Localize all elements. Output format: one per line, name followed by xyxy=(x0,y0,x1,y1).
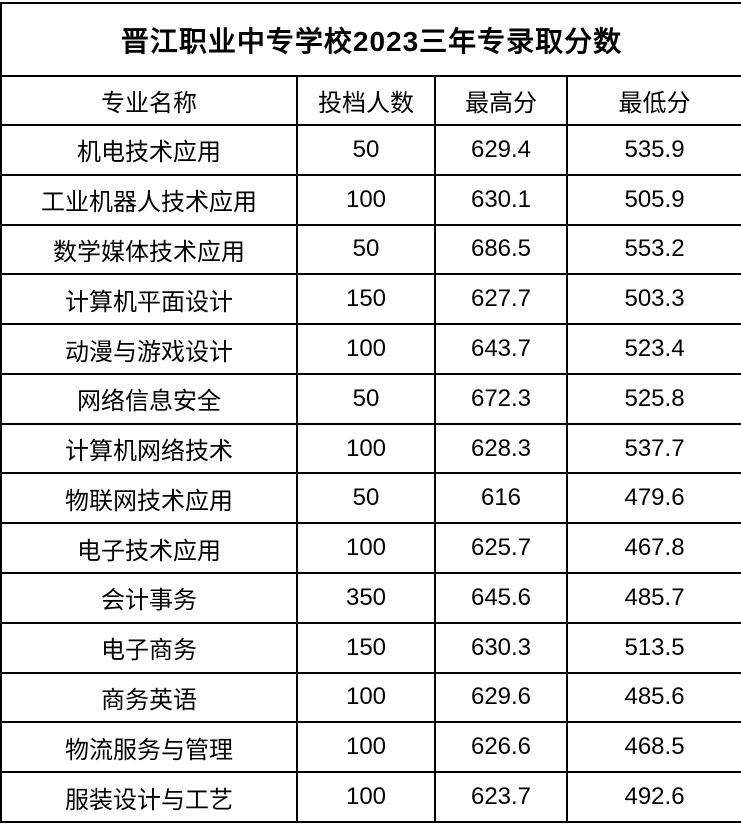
major-name-cell: 会计事务 xyxy=(0,572,298,624)
max-score-cell: 627.7 xyxy=(434,273,568,326)
table-row: 动漫与游戏设计 100 643.7 523.4 xyxy=(0,323,741,375)
table-row: 工业机器人技术应用 100 630.1 505.9 xyxy=(0,173,741,226)
header-row: 专业名称 投档人数 最高分 最低分 xyxy=(0,75,741,126)
major-name-cell: 服装设计与工艺 xyxy=(0,771,298,823)
major-name-cell: 计算机平面设计 xyxy=(0,273,298,326)
table-row: 电子技术应用 100 625.7 467.8 xyxy=(0,522,741,575)
max-score-cell: 626.6 xyxy=(434,721,568,774)
min-score-cell: 537.7 xyxy=(565,422,741,475)
min-score-cell: 468.5 xyxy=(565,721,741,774)
applicants-cell: 350 xyxy=(296,572,436,624)
title-row: 晋江职业中专学校2023三年专录取分数 xyxy=(0,2,741,77)
table-row: 计算机网络技术 100 628.3 537.7 xyxy=(0,422,741,475)
max-score-cell: 628.3 xyxy=(434,422,568,475)
min-score-cell: 525.8 xyxy=(565,372,741,425)
table-row: 商务英语 100 629.6 485.6 xyxy=(0,671,741,724)
max-score-cell: 686.5 xyxy=(434,223,568,276)
applicants-cell: 150 xyxy=(296,621,436,674)
min-score-cell: 485.6 xyxy=(565,671,741,724)
applicants-cell: 50 xyxy=(296,223,436,276)
major-name-cell: 电子技术应用 xyxy=(0,522,298,575)
major-name-cell: 机电技术应用 xyxy=(0,124,298,176)
table-row: 数学媒体技术应用 50 686.5 553.2 xyxy=(0,223,741,276)
max-score-cell: 630.3 xyxy=(434,621,568,674)
table-row: 物联网技术应用 50 616 479.6 xyxy=(0,472,741,525)
min-score-cell: 485.7 xyxy=(565,572,741,624)
table-row: 电子商务 150 630.3 513.5 xyxy=(0,621,741,674)
column-header-applicants: 投档人数 xyxy=(296,75,436,126)
max-score-cell: 672.3 xyxy=(434,372,568,425)
column-header-max-score: 最高分 xyxy=(434,75,568,126)
applicants-cell: 100 xyxy=(296,323,436,375)
min-score-cell: 503.3 xyxy=(565,273,741,326)
column-header-major: 专业名称 xyxy=(0,75,298,126)
max-score-cell: 643.7 xyxy=(434,323,568,375)
major-name-cell: 电子商务 xyxy=(0,621,298,674)
min-score-cell: 492.6 xyxy=(565,771,741,823)
column-header-min-score: 最低分 xyxy=(565,75,741,126)
table-title: 晋江职业中专学校2023三年专录取分数 xyxy=(0,2,741,77)
table-row: 机电技术应用 50 629.4 535.9 xyxy=(0,124,741,176)
max-score-cell: 625.7 xyxy=(434,522,568,575)
min-score-cell: 523.4 xyxy=(565,323,741,375)
min-score-cell: 479.6 xyxy=(565,472,741,525)
table-row: 会计事务 350 645.6 485.7 xyxy=(0,572,741,624)
applicants-cell: 100 xyxy=(296,422,436,475)
applicants-cell: 100 xyxy=(296,671,436,724)
major-name-cell: 动漫与游戏设计 xyxy=(0,323,298,375)
min-score-cell: 505.9 xyxy=(565,173,741,226)
major-name-cell: 商务英语 xyxy=(0,671,298,724)
major-name-cell: 数学媒体技术应用 xyxy=(0,223,298,276)
applicants-cell: 50 xyxy=(296,124,436,176)
min-score-cell: 467.8 xyxy=(565,522,741,575)
applicants-cell: 100 xyxy=(296,771,436,823)
max-score-cell: 630.1 xyxy=(434,173,568,226)
major-name-cell: 物联网技术应用 xyxy=(0,472,298,525)
major-name-cell: 工业机器人技术应用 xyxy=(0,173,298,226)
major-name-cell: 网络信息安全 xyxy=(0,372,298,425)
major-name-cell: 物流服务与管理 xyxy=(0,721,298,774)
applicants-cell: 100 xyxy=(296,173,436,226)
applicants-cell: 150 xyxy=(296,273,436,326)
min-score-cell: 513.5 xyxy=(565,621,741,674)
max-score-cell: 629.4 xyxy=(434,124,568,176)
max-score-cell: 645.6 xyxy=(434,572,568,624)
applicants-cell: 100 xyxy=(296,522,436,575)
table-row: 服装设计与工艺 100 623.7 492.6 xyxy=(0,771,741,823)
max-score-cell: 623.7 xyxy=(434,771,568,823)
min-score-cell: 553.2 xyxy=(565,223,741,276)
max-score-cell: 629.6 xyxy=(434,671,568,724)
table-row: 计算机平面设计 150 627.7 503.3 xyxy=(0,273,741,326)
table-row: 物流服务与管理 100 626.6 468.5 xyxy=(0,721,741,774)
major-name-cell: 计算机网络技术 xyxy=(0,422,298,475)
min-score-cell: 535.9 xyxy=(565,124,741,176)
applicants-cell: 50 xyxy=(296,372,436,425)
applicants-cell: 50 xyxy=(296,472,436,525)
table-row: 网络信息安全 50 672.3 525.8 xyxy=(0,372,741,425)
max-score-cell: 616 xyxy=(434,472,568,525)
applicants-cell: 100 xyxy=(296,721,436,774)
